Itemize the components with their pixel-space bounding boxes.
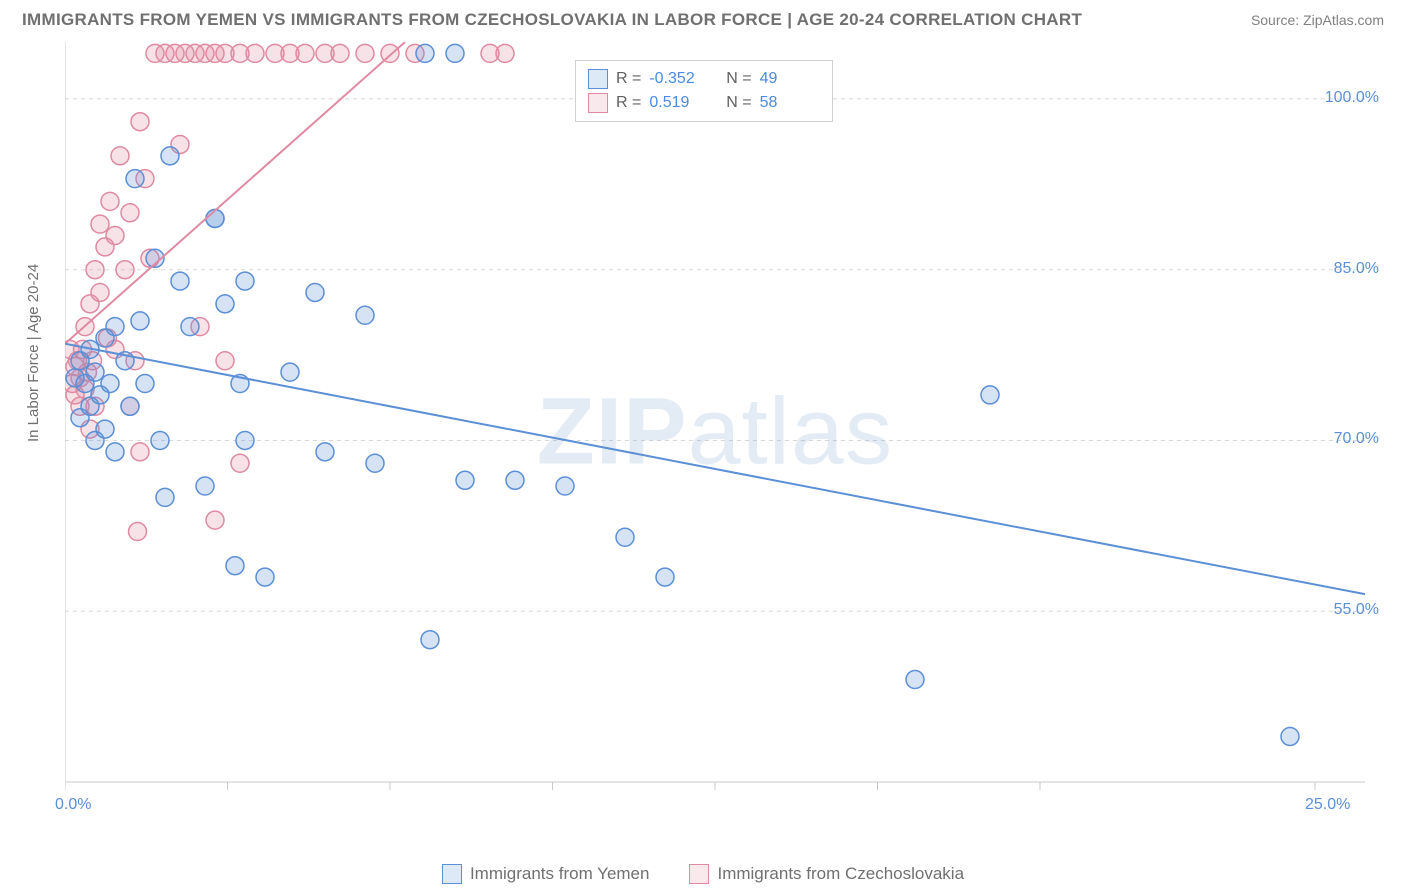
chart-area: In Labor Force | Age 20-24 ZIPatlas R =-… [45, 42, 1385, 822]
legend-item: Immigrants from Yemen [442, 864, 650, 884]
x-tick-label: 25.0% [1305, 796, 1350, 814]
n-label: N = [717, 94, 751, 112]
y-tick-label: 70.0% [1334, 430, 1379, 448]
scatter-plot [65, 42, 1365, 822]
title-bar: IMMIGRANTS FROM YEMEN VS IMMIGRANTS FROM… [0, 0, 1406, 36]
legend-label: Immigrants from Czechoslovakia [717, 864, 964, 884]
n-value: 58 [760, 94, 820, 112]
r-label: R = [616, 70, 641, 88]
correlation-legend-box: R = -0.352 N = 49 R = 0.519 N = 58 [575, 60, 833, 122]
y-tick-label: 100.0% [1325, 89, 1379, 107]
legend-label: Immigrants from Yemen [470, 864, 650, 884]
n-value: 49 [760, 70, 820, 88]
legend-item: Immigrants from Czechoslovakia [689, 864, 964, 884]
n-label: N = [717, 70, 751, 88]
x-tick-label: 0.0% [55, 796, 91, 814]
r-value: 0.519 [649, 94, 709, 112]
r-label: R = [616, 94, 641, 112]
y-axis-label: In Labor Force | Age 20-24 [25, 264, 42, 442]
bottom-legend: Immigrants from Yemen Immigrants from Cze… [0, 864, 1406, 884]
source-attribution: Source: ZipAtlas.com [1251, 12, 1384, 28]
y-tick-label: 55.0% [1334, 601, 1379, 619]
correlation-row: R = 0.519 N = 58 [588, 91, 820, 115]
legend-swatch [689, 864, 709, 884]
correlation-row: R = -0.352 N = 49 [588, 67, 820, 91]
y-tick-label: 85.0% [1334, 260, 1379, 278]
r-value: -0.352 [649, 70, 709, 88]
chart-title: IMMIGRANTS FROM YEMEN VS IMMIGRANTS FROM… [22, 10, 1082, 30]
series-swatch [588, 69, 608, 89]
series-swatch [588, 93, 608, 113]
legend-swatch [442, 864, 462, 884]
